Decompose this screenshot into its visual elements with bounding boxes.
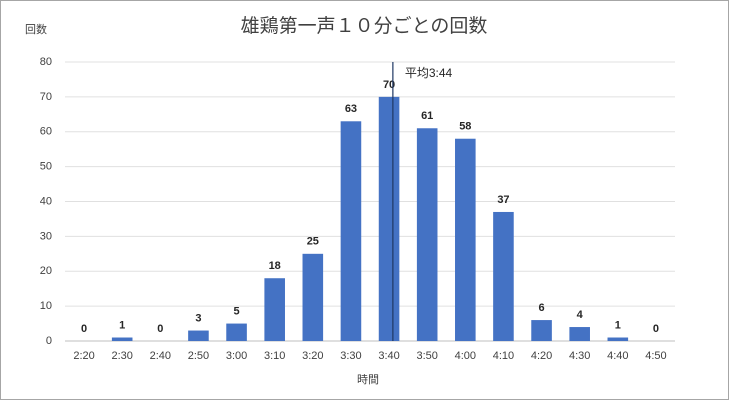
y-tick-label: 0 <box>46 335 52 347</box>
data-label: 58 <box>459 121 471 133</box>
data-label: 18 <box>269 260 281 272</box>
bar <box>226 323 247 341</box>
data-label: 70 <box>383 79 395 91</box>
x-tick-label: 2:50 <box>188 350 209 362</box>
y-tick-label: 10 <box>40 300 52 312</box>
bar <box>531 320 552 341</box>
y-tick-label: 80 <box>40 56 52 68</box>
x-tick-label: 3:20 <box>302 350 323 362</box>
data-label: 6 <box>539 302 545 314</box>
bar <box>264 278 285 341</box>
data-label: 63 <box>345 103 357 115</box>
x-tick-label: 4:30 <box>569 350 590 362</box>
data-label: 1 <box>119 319 125 331</box>
data-label: 25 <box>307 236 319 248</box>
x-tick-label: 2:20 <box>73 350 94 362</box>
data-label: 0 <box>653 323 659 335</box>
bar <box>378 96 400 341</box>
y-tick-label: 60 <box>40 126 52 138</box>
y-axis-label: 回数 <box>25 23 47 36</box>
x-tick-label: 3:30 <box>340 350 361 362</box>
bar <box>188 330 209 341</box>
y-tick-label: 50 <box>40 161 52 173</box>
bar <box>302 253 324 341</box>
x-tick-label: 4:10 <box>493 350 514 362</box>
x-tick-label: 3:10 <box>264 350 285 362</box>
y-tick-label: 20 <box>40 265 52 277</box>
x-tick-label: 4:20 <box>531 350 552 362</box>
data-label: 61 <box>421 110 433 122</box>
y-tick-label: 70 <box>40 91 52 103</box>
x-tick-label: 2:30 <box>111 350 132 362</box>
x-tick-label: 4:50 <box>645 350 666 362</box>
x-tick-label: 3:00 <box>226 350 247 362</box>
bar <box>569 327 590 341</box>
data-label: 3 <box>195 312 201 324</box>
mean-annotation: 平均3:44 <box>405 66 453 80</box>
bar <box>111 337 133 341</box>
bar <box>493 211 514 341</box>
bar <box>416 128 438 341</box>
bar <box>607 337 629 341</box>
bar <box>455 138 476 341</box>
data-label: 1 <box>615 319 621 331</box>
x-tick-label: 2:40 <box>150 350 171 362</box>
data-label: 4 <box>577 309 584 321</box>
x-tick-label: 4:00 <box>455 350 476 362</box>
y-tick-label: 30 <box>40 230 52 242</box>
data-label: 0 <box>81 323 87 335</box>
y-tick-label: 40 <box>40 195 52 207</box>
data-label: 37 <box>497 194 509 206</box>
data-label: 5 <box>234 305 240 317</box>
bar <box>340 121 362 341</box>
x-axis-label: 時間 <box>357 373 379 386</box>
chart-title: 雄鶏第一声１０分ごとの回数 <box>241 15 488 37</box>
x-tick-label: 3:40 <box>378 350 399 362</box>
data-label: 0 <box>157 323 163 335</box>
x-tick-label: 3:50 <box>416 350 437 362</box>
x-tick-label: 4:40 <box>607 350 628 362</box>
